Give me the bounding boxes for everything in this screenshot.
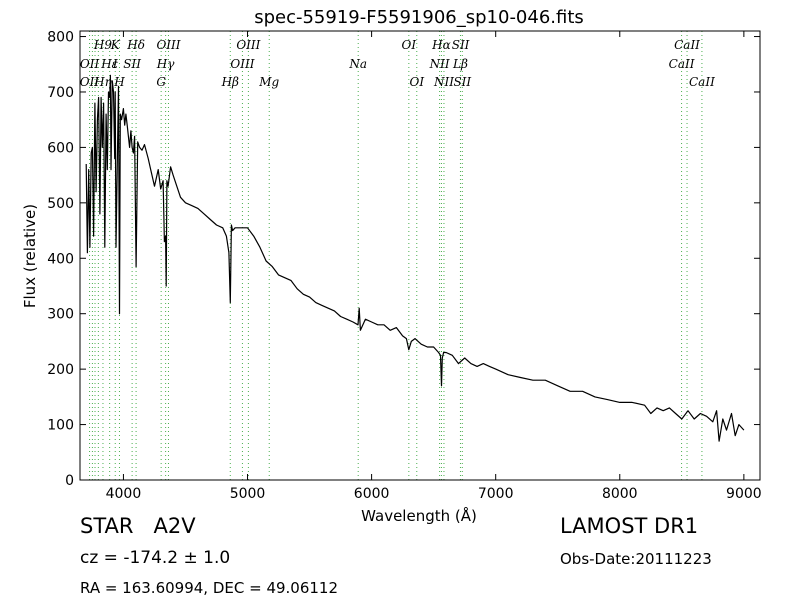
plot-frame bbox=[79, 30, 761, 481]
y-tick-label: 100 bbox=[47, 418, 74, 434]
line-label: OIII bbox=[156, 38, 180, 52]
object-class: STAR A2V bbox=[80, 514, 196, 538]
x-tick-label: 8000 bbox=[602, 486, 638, 502]
y-tick-label: 600 bbox=[47, 140, 74, 156]
y-tick-label: 200 bbox=[47, 362, 74, 378]
line-label: NII bbox=[433, 75, 454, 89]
y-tick-label: 400 bbox=[47, 251, 74, 267]
line-label: Hδ bbox=[126, 38, 145, 52]
spectral-line-markers bbox=[89, 31, 703, 480]
line-label: K bbox=[110, 38, 121, 52]
line-label: SII bbox=[452, 38, 470, 52]
line-label: I bbox=[112, 57, 118, 71]
x-tick-label: 4000 bbox=[106, 486, 142, 502]
line-label: Hα bbox=[431, 38, 451, 52]
line-label: G bbox=[156, 75, 166, 89]
y-tick-label: 700 bbox=[47, 85, 74, 101]
line-label: Hη bbox=[93, 75, 112, 89]
x-tick-label: 5000 bbox=[230, 486, 266, 502]
line-label: Hγ bbox=[156, 57, 175, 71]
y-tick-label: 300 bbox=[47, 307, 74, 323]
line-label: OII bbox=[80, 57, 100, 71]
line-label: OII bbox=[80, 75, 100, 89]
line-label: NII bbox=[429, 57, 450, 71]
line-label: OIII bbox=[230, 57, 254, 71]
coordinates: RA = 163.60994, DEC = 49.06112 bbox=[80, 579, 339, 597]
redshift-value: cz = -174.2 ± 1.0 bbox=[80, 548, 231, 568]
line-label: H bbox=[113, 75, 125, 89]
observation-date: Obs-Date:20111223 bbox=[560, 550, 712, 568]
line-label: OIII bbox=[236, 38, 260, 52]
line-label: Hε bbox=[100, 57, 118, 71]
line-label: OI bbox=[402, 38, 417, 52]
line-label: SII bbox=[123, 57, 141, 71]
line-label: Na bbox=[348, 57, 367, 71]
line-label: CaII bbox=[689, 75, 715, 89]
y-tick-label: 800 bbox=[47, 30, 74, 46]
spectrum-series-line bbox=[85, 74, 745, 442]
y-tick-label: 0 bbox=[65, 473, 74, 489]
y-tick-label: 500 bbox=[47, 196, 74, 212]
line-label: OI bbox=[409, 75, 424, 89]
line-label: SII bbox=[453, 75, 471, 89]
x-tick-label: 6000 bbox=[354, 486, 390, 502]
x-tick-label: 9000 bbox=[726, 486, 762, 502]
x-tick-label: 7000 bbox=[478, 486, 514, 502]
axis-ticks: 4000 5000 6000 7000 8000 9000 0 100 200 300 400 500… bbox=[47, 30, 761, 502]
chart-title: spec-55919-F5591906_sp10-046.fits bbox=[254, 7, 584, 28]
y-axis-label: Flux (relative) bbox=[21, 204, 39, 308]
line-label: Hβ bbox=[221, 75, 239, 89]
line-label: Mg bbox=[258, 75, 279, 89]
line-label: CaII bbox=[674, 38, 700, 52]
line-label: Lβ bbox=[452, 57, 468, 71]
survey-name: LAMOST DR1 bbox=[560, 514, 699, 538]
line-label: CaII bbox=[669, 57, 695, 71]
line-label: H9 bbox=[93, 38, 112, 52]
x-axis-label: Wavelength (Å) bbox=[361, 506, 477, 525]
